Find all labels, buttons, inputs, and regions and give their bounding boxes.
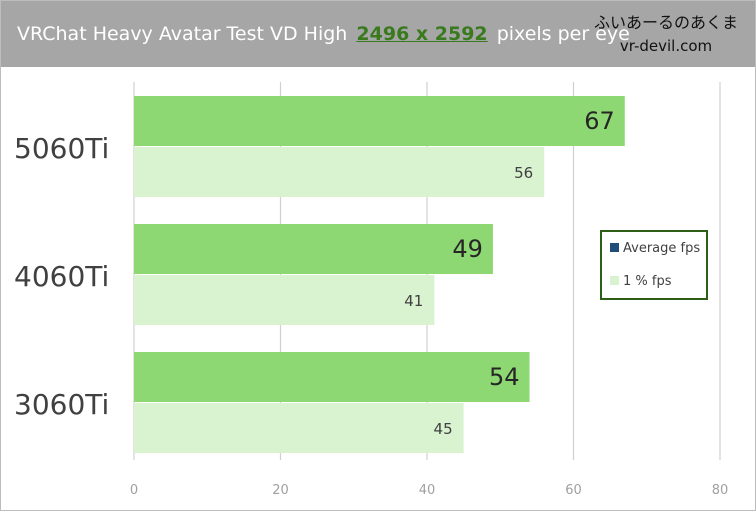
bar-average-5060Ti <box>134 96 625 146</box>
x-tick-label-0: 0 <box>130 483 138 498</box>
chart-title: VRChat Heavy Avatar Test VD High 2496 x … <box>17 23 630 45</box>
bar-low-3060Ti <box>134 403 464 453</box>
legend-swatch-low <box>610 276 619 285</box>
bar-low-5060Ti <box>134 147 545 197</box>
data-label-low-4060Ti: 41 <box>404 292 423 310</box>
data-label-low-5060Ti: 56 <box>514 164 533 182</box>
category-label-4060Ti: 4060Ti <box>14 260 109 293</box>
legend-label-low: 1 % fps <box>623 274 672 289</box>
legend-label-average: Average fps <box>623 241 701 256</box>
title-suffix: pixels per eye <box>496 23 630 45</box>
data-label-average-4060Ti: 49 <box>452 235 483 263</box>
x-tick-label-20: 20 <box>272 483 289 498</box>
legend-item-low: 1 % fps <box>610 274 672 289</box>
bar-low-4060Ti <box>134 275 435 325</box>
data-label-average-5060Ti: 67 <box>584 107 615 135</box>
brand-site: vr-devil.com <box>619 37 713 55</box>
data-label-low-3060Ti: 45 <box>434 420 453 438</box>
legend-swatch-average <box>610 243 619 252</box>
legend-item-average: Average fps <box>610 241 700 256</box>
bar-average-4060Ti <box>134 224 493 274</box>
x-tick-label-60: 60 <box>565 483 582 498</box>
x-tick-label-80: 80 <box>712 483 729 498</box>
title-bar: VRChat Heavy Avatar Test VD High 2496 x … <box>1 1 755 67</box>
x-tick-label-40: 40 <box>419 483 436 498</box>
title-prefix: VRChat Heavy Avatar Test VD High <box>17 23 348 45</box>
brand-logo: ふいあーるのあくま <box>593 13 738 32</box>
brand: ふいあーるのあくま vr-devil.com <box>591 9 741 55</box>
data-label-average-3060Ti: 54 <box>489 363 520 391</box>
chart-legend: Average fps 1 % fps <box>600 230 708 300</box>
bar-average-3060Ti <box>134 352 530 402</box>
category-label-5060Ti: 5060Ti <box>14 132 109 165</box>
title-resolution: 2496 x 2592 <box>356 23 488 45</box>
category-label-3060Ti: 3060Ti <box>14 388 109 421</box>
